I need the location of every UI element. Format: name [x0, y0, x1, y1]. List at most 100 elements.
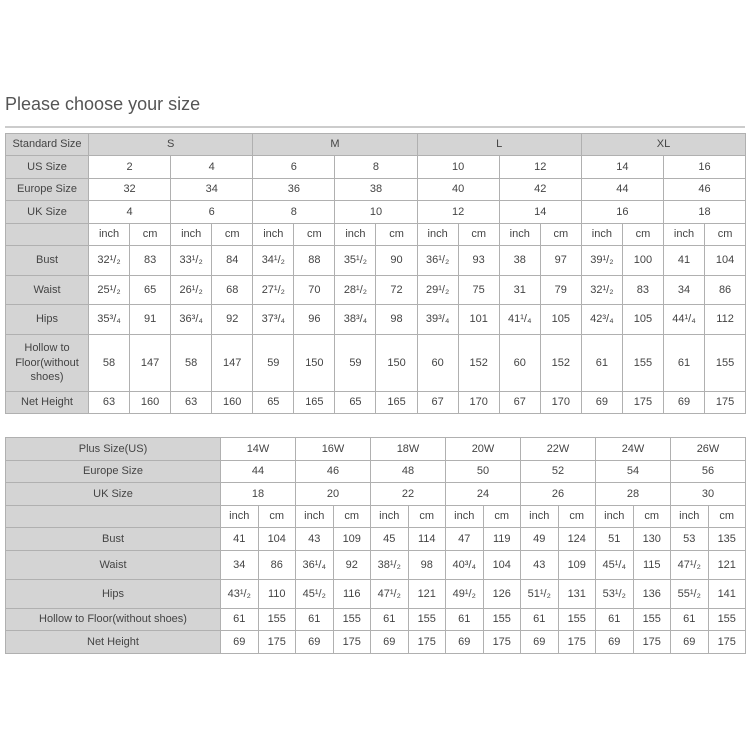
table-cell: 84 — [211, 245, 254, 276]
table-cell: 38 — [334, 178, 418, 201]
table-cell: 44 — [580, 178, 664, 201]
row-label: Net Height — [5, 391, 89, 414]
table-cell: 14 — [580, 155, 664, 179]
table-cell: 83 — [621, 275, 664, 305]
table-cell: 67 — [416, 391, 459, 414]
table-cell: 33¹/₂ — [170, 245, 213, 276]
table-cell: 136 — [632, 579, 671, 609]
table-cell: 24 — [445, 482, 521, 506]
table-cell: 155 — [482, 608, 521, 631]
unit-header: cm — [557, 505, 596, 528]
row-label — [5, 505, 221, 528]
table-cell: 22 — [370, 482, 446, 506]
unit-header: inch — [170, 223, 213, 246]
table-cell: 60 — [498, 334, 541, 392]
table-cell: 165 — [293, 391, 336, 414]
table-cell: 79 — [539, 275, 582, 305]
table-cell: 91 — [129, 304, 172, 335]
unit-header: cm — [621, 223, 664, 246]
unit-header: cm — [704, 223, 747, 246]
table-cell: 124 — [557, 527, 596, 551]
table-cell: 86 — [257, 550, 296, 580]
table-cell: 44¹/₄ — [662, 304, 706, 335]
table-cell: 16 — [662, 155, 747, 179]
table-cell: 61 — [595, 608, 634, 631]
table-row: Net Height 63 160 63 160 65 165 65 165 67 170 67 170… — [5, 391, 747, 414]
table-cell: 86 — [704, 275, 747, 305]
table-cell: 83 — [129, 245, 172, 276]
table-cell: 36¹/₄ — [295, 550, 334, 580]
row-label: Net Height — [5, 630, 221, 654]
table-row: Hollow to Floor(without shoes) 58 147 58 147… — [5, 334, 747, 392]
table-cell: 41¹/₄ — [498, 304, 541, 335]
unit-header: cm — [632, 505, 671, 528]
row-label: US Size — [5, 155, 89, 179]
table-cell: 40³/₄ — [445, 550, 484, 580]
table-cell: 155 — [621, 334, 664, 392]
table-cell: 32¹/₂ — [580, 275, 623, 305]
row-label: Plus Size(US) — [5, 437, 221, 461]
table-cell: 27¹/₂ — [252, 275, 295, 305]
table-cell: 56 — [670, 460, 746, 483]
table-cell: 61 — [662, 334, 706, 392]
table-cell: 63 — [87, 391, 131, 414]
table-cell: 12 — [498, 155, 582, 179]
standard-size-table: Standard Size S M L XL US Size 2 4 6 8 10 12 14 16 Eur… — [5, 133, 747, 414]
plus-size-table: Plus Size(US) 14W 16W 18W 20W 22W 24W 26W Europe… — [5, 437, 746, 654]
unit-header: inch — [580, 223, 623, 246]
table-cell: 72 — [375, 275, 418, 305]
size-group-header: L — [416, 133, 582, 156]
table-cell: 155 — [632, 608, 671, 631]
table-cell: 44 — [220, 460, 296, 483]
table-cell: 69 — [670, 630, 709, 654]
table-cell: 147 — [211, 334, 254, 392]
table-cell: 41 — [662, 245, 706, 276]
table-cell: 69 — [370, 630, 409, 654]
size-header: 26W — [670, 437, 746, 461]
table-cell: 69 — [295, 630, 334, 654]
table-cell: 36¹/₂ — [416, 245, 459, 276]
table-cell: 175 — [704, 391, 747, 414]
table-cell: 175 — [707, 630, 746, 654]
table-cell: 160 — [211, 391, 254, 414]
row-label: UK Size — [5, 200, 89, 224]
table-cell: 49 — [520, 527, 559, 551]
table-cell: 155 — [332, 608, 371, 631]
table-cell: 98 — [407, 550, 446, 580]
table-cell: 2 — [87, 155, 172, 179]
table-cell: 69 — [220, 630, 259, 654]
unit-header: inch — [662, 223, 706, 246]
unit-header: cm — [129, 223, 172, 246]
table-cell: 18 — [220, 482, 296, 506]
row-label: Bust — [5, 527, 221, 551]
unit-header: inch — [520, 505, 559, 528]
table-cell: 61 — [520, 608, 559, 631]
table-cell: 175 — [557, 630, 596, 654]
table-cell: 16 — [580, 200, 664, 224]
table-cell: 25¹/₂ — [87, 275, 131, 305]
table-cell: 39³/₄ — [416, 304, 459, 335]
table-cell: 131 — [557, 579, 596, 609]
table-cell: 38¹/₂ — [370, 550, 409, 580]
table-cell: 32¹/₂ — [87, 245, 131, 276]
table-row: US Size 2 4 6 8 10 12 14 16 — [5, 155, 747, 179]
table-cell: 175 — [482, 630, 521, 654]
table-cell: 39¹/₂ — [580, 245, 623, 276]
table-cell: 45 — [370, 527, 409, 551]
unit-header: inch — [295, 505, 334, 528]
table-cell: 34 — [662, 275, 706, 305]
row-label: Waist — [5, 275, 89, 305]
unit-header: inch — [87, 223, 131, 246]
row-label: Bust — [5, 245, 89, 276]
table-cell: 42 — [498, 178, 582, 201]
unit-header: inch — [498, 223, 541, 246]
unit-header: cm — [457, 223, 500, 246]
table-cell: 100 — [621, 245, 664, 276]
table-cell: 105 — [539, 304, 582, 335]
table-cell: 110 — [257, 579, 296, 609]
table-cell: 69 — [445, 630, 484, 654]
table-cell: 47¹/₂ — [670, 550, 709, 580]
table-cell: 92 — [211, 304, 254, 335]
table-cell: 175 — [407, 630, 446, 654]
table-row: UK Size 18 20 22 24 26 28 30 — [5, 482, 746, 506]
